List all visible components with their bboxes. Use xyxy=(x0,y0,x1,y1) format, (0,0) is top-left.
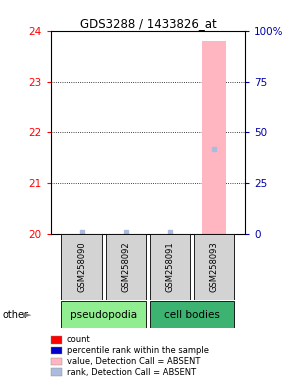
Title: GDS3288 / 1433826_at: GDS3288 / 1433826_at xyxy=(79,17,216,30)
Bar xyxy=(194,234,234,300)
Text: rank, Detection Call = ABSENT: rank, Detection Call = ABSENT xyxy=(67,367,196,377)
Bar xyxy=(61,301,146,328)
Bar xyxy=(61,234,102,300)
Text: ►: ► xyxy=(23,310,31,320)
Text: other: other xyxy=(3,310,29,320)
Text: GSM258090: GSM258090 xyxy=(77,242,86,292)
Bar xyxy=(202,41,226,234)
Text: GSM258092: GSM258092 xyxy=(121,242,130,292)
Bar xyxy=(150,301,234,328)
Text: pseudopodia: pseudopodia xyxy=(70,310,137,320)
Text: GSM258091: GSM258091 xyxy=(166,242,175,292)
Text: cell bodies: cell bodies xyxy=(164,310,220,320)
Text: percentile rank within the sample: percentile rank within the sample xyxy=(67,346,209,355)
Text: GSM258093: GSM258093 xyxy=(210,242,219,292)
Bar xyxy=(150,234,190,300)
Bar xyxy=(106,234,146,300)
Text: value, Detection Call = ABSENT: value, Detection Call = ABSENT xyxy=(67,357,200,366)
Text: count: count xyxy=(67,335,91,344)
